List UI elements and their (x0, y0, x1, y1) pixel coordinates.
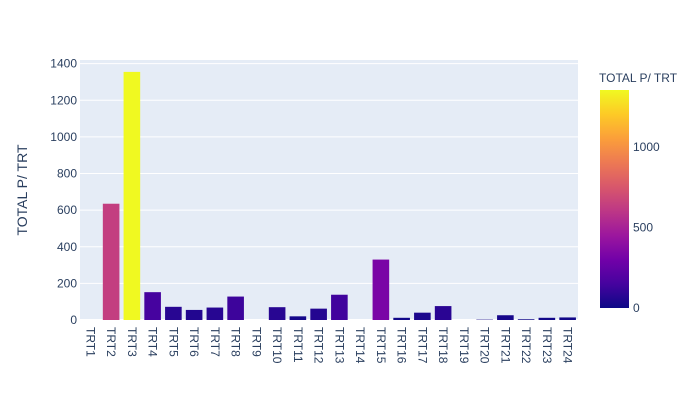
x-tick-label: TRT4 (146, 327, 160, 357)
bar (144, 292, 161, 320)
bar (393, 317, 410, 320)
y-tick-label: 200 (57, 276, 77, 290)
bar (102, 203, 120, 320)
y-tick-label: 1400 (50, 57, 77, 71)
bars (102, 71, 576, 321)
bar (310, 308, 327, 320)
x-tick-label: TRT21 (498, 327, 512, 364)
x-tick-label: TRT14 (353, 327, 367, 364)
x-tick-label: TRT18 (436, 327, 450, 364)
bar (123, 71, 141, 321)
bar (185, 309, 203, 320)
x-tick-label: TRT19 (457, 327, 471, 364)
bar (517, 319, 535, 320)
x-tick-label: TRT23 (540, 327, 554, 364)
x-tick-label: TRT10 (270, 327, 284, 364)
gridlines (80, 63, 578, 321)
x-tick-label: TRT17 (415, 327, 429, 364)
colorbar-title: TOTAL P/ TRT (599, 71, 678, 85)
colorbar-tick-label: 0 (633, 301, 640, 315)
x-tick-label: TRT13 (332, 327, 346, 364)
bar (559, 317, 576, 320)
bar (497, 315, 514, 320)
colorbar-tick-label: 1000 (633, 140, 660, 154)
y-tick-label: 0 (70, 313, 77, 327)
plot-background (80, 60, 578, 320)
y-tick-label: 400 (57, 240, 77, 254)
bar (227, 296, 244, 320)
x-axis-ticks: TRT1 TRT2 TRT3 TRT4 TRT5 TRT6 TRT7 TRT8 TRT9 TRT1… (83, 327, 574, 364)
bar (331, 294, 348, 320)
x-tick-label: TRT12 (312, 327, 326, 364)
bar (434, 306, 452, 320)
colorbar: TOTAL P/ TRT 0 500 1000 (599, 71, 678, 315)
bar (538, 317, 556, 320)
colorbar-gradient (600, 90, 629, 308)
bar (372, 259, 390, 320)
bar (268, 307, 286, 320)
x-tick-label: TRT16 (395, 327, 409, 364)
y-tick-label: 1200 (50, 93, 77, 107)
x-tick-label: TRT8 (229, 327, 243, 357)
x-tick-label: TRT9 (249, 327, 263, 357)
x-tick-label: TRT2 (104, 327, 118, 357)
bar (289, 316, 307, 320)
x-tick-label: TRT11 (291, 327, 305, 363)
bar (206, 307, 224, 320)
bar (165, 306, 182, 320)
x-tick-label: TRT20 (478, 327, 492, 364)
y-tick-label: 800 (57, 167, 77, 181)
x-tick-label: TRT22 (519, 327, 533, 364)
bar (414, 312, 431, 320)
colorbar-ticks: 0 500 1000 (633, 140, 660, 315)
x-tick-label: TRT3 (125, 327, 139, 357)
colorbar-tick-label: 500 (633, 221, 653, 235)
y-axis-ticks: 0 200 400 600 800 1000 1200 1400 (50, 57, 77, 327)
y-tick-label: 1000 (50, 130, 77, 144)
x-tick-label: TRT6 (187, 327, 201, 357)
y-axis-title: TOTAL P/ TRT (14, 144, 30, 235)
y-tick-label: 600 (57, 203, 77, 217)
x-tick-label: TRT5 (166, 327, 180, 357)
x-tick-label: TRT24 (561, 327, 575, 364)
x-tick-label: TRT15 (374, 327, 388, 364)
x-tick-label: TRT1 (83, 327, 97, 357)
x-tick-label: TRT7 (208, 327, 222, 357)
